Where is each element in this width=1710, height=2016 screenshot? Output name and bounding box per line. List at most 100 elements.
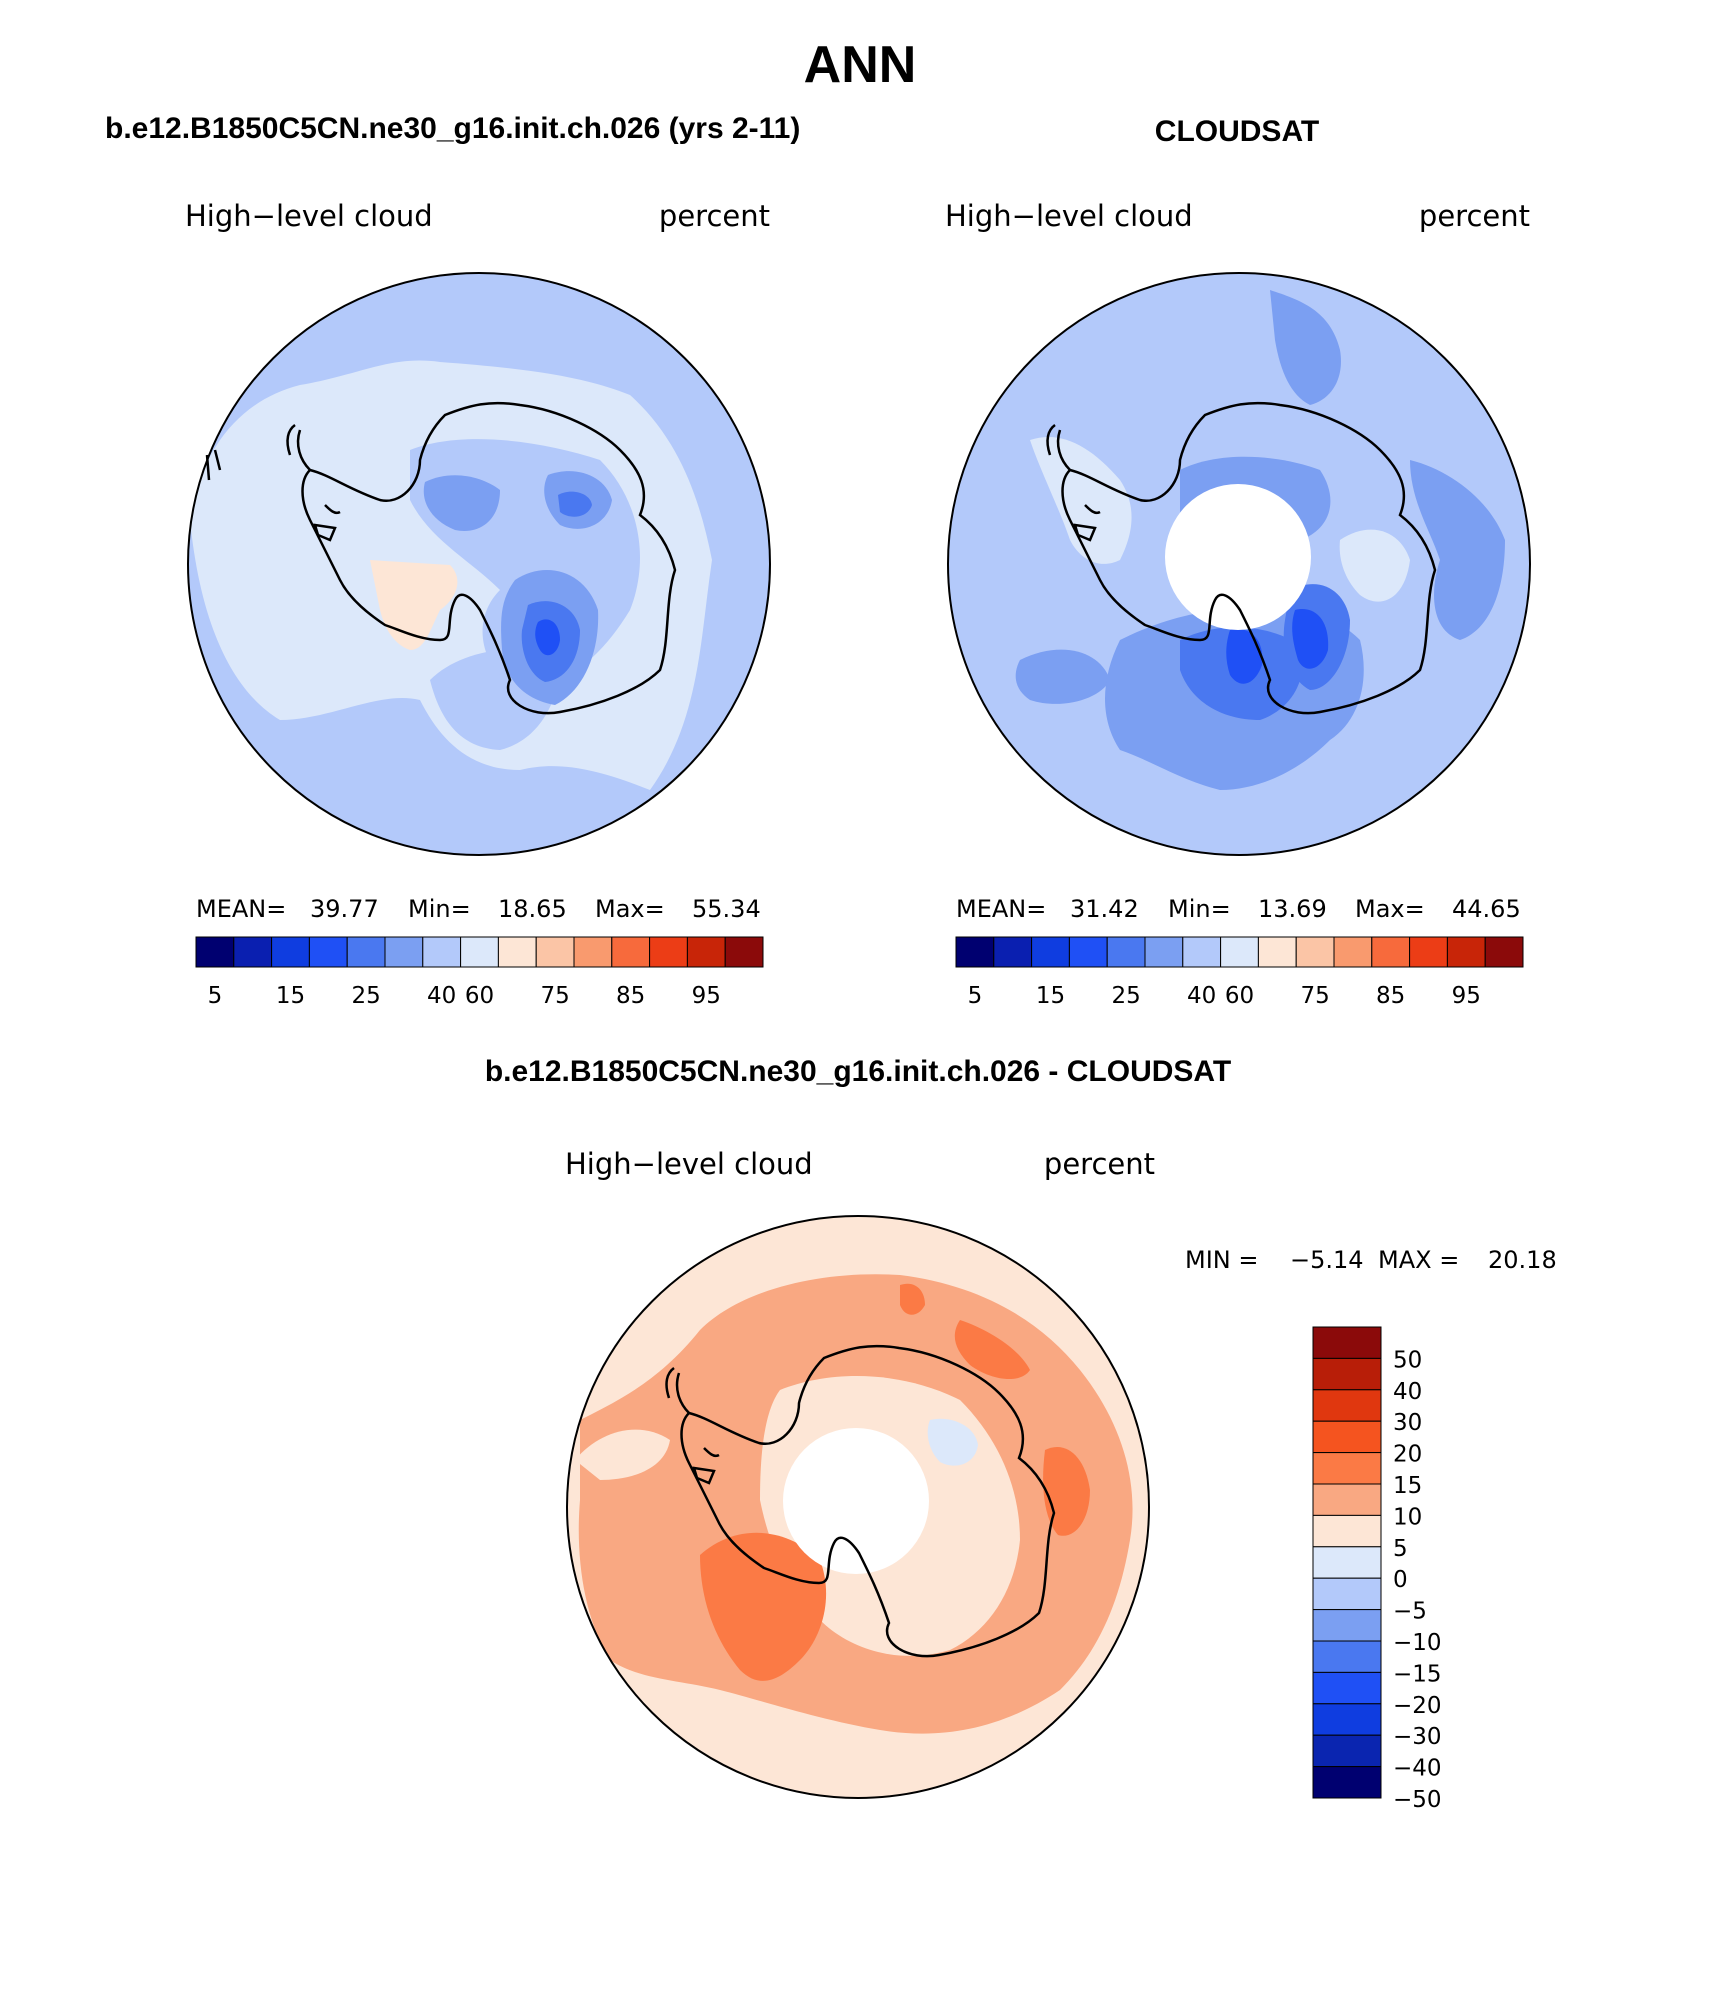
model-zone-25 [423, 475, 500, 531]
model-colorbar-swatch [195, 936, 235, 968]
diff-colorbar-tick-label: −15 [1393, 1661, 1442, 1687]
diff-min-label: MIN = [1185, 1246, 1258, 1274]
diff-colorbar-tick-label: 40 [1393, 1379, 1422, 1405]
diff-zone-15d [900, 1283, 925, 1315]
model-units-label: percent [659, 199, 770, 233]
model-case-label: b.e12.B1850C5CN.ne30_g16.init.ch.026 (yr… [105, 112, 800, 145]
obs-missing-pole [1165, 484, 1311, 630]
model-colorbar-swatch [422, 936, 462, 968]
model-colorbar-swatch [573, 936, 613, 968]
obs-min-value: 13.69 [1258, 895, 1327, 923]
model-coastline [205, 401, 677, 715]
model-max-label: Max= [595, 895, 665, 923]
obs-case-label: CLOUDSAT [1155, 115, 1319, 148]
obs-colorbar-swatch [1182, 936, 1222, 968]
obs-panel: High−level cloud percent MEAN= 31.42 Min… [945, 199, 1531, 1009]
obs-min-label: Min= [1168, 895, 1231, 923]
model-colorbar-swatch [724, 936, 764, 968]
diff-colorbar-swatch [1312, 1766, 1382, 1799]
diff-colorbar-tick-label: −10 [1393, 1630, 1442, 1656]
obs-max-value: 44.65 [1452, 895, 1521, 923]
diff-colorbar-swatch [1312, 1514, 1382, 1548]
obs-colorbar-swatch [1409, 936, 1448, 968]
model-colorbar-tick-label: 85 [616, 983, 645, 1009]
diff-colorbar-swatch [1312, 1483, 1382, 1516]
obs-colorbar-swatch [1031, 936, 1070, 968]
model-colorbar-swatch [460, 936, 499, 968]
diff-colorbar-swatch [1312, 1420, 1382, 1454]
diff-panel: High−level cloud percent MIN = −5.14 MAX… [565, 1147, 1557, 1813]
model-variable-label: High−level cloud [185, 199, 433, 233]
diff-colorbar-swatch [1312, 1326, 1382, 1359]
page-title: ANN [804, 36, 917, 94]
obs-colorbar-tick-label: 5 [968, 983, 983, 1009]
obs-colorbar-tick-label: 75 [1300, 983, 1329, 1009]
diff-colorbar-tick-label: 15 [1393, 1473, 1422, 1499]
diff-colorbar-tick-label: 0 [1393, 1567, 1408, 1593]
diff-colorbar-tick-label: 10 [1393, 1504, 1422, 1530]
diff-colorbar-swatch [1312, 1546, 1382, 1579]
model-colorbar-tick-label: 25 [351, 983, 380, 1009]
diff-colorbar-swatch [1312, 1609, 1382, 1642]
model-colorbar-swatch [233, 936, 273, 968]
obs-colorbar-tick-label: 25 [1111, 983, 1140, 1009]
obs-colorbar-swatch [1068, 936, 1108, 968]
model-colorbar-tick-label: 95 [692, 983, 721, 1009]
obs-mean-value: 31.42 [1070, 895, 1139, 923]
obs-colorbar-swatch [1295, 936, 1335, 968]
obs-units-label: percent [1419, 199, 1530, 233]
diff-colorbar-swatch [1312, 1452, 1382, 1485]
diff-colorbar-swatch [1312, 1389, 1382, 1422]
diff-colorbar-tick-label: −5 [1393, 1599, 1427, 1625]
obs-variable-label: High−level cloud [945, 199, 1193, 233]
model-colorbar-swatch [649, 936, 688, 968]
diff-colorbar-tick-label: 5 [1393, 1536, 1408, 1562]
model-colorbar-swatch [384, 936, 424, 968]
obs-colorbar-tick-label: 85 [1376, 983, 1405, 1009]
obs-light-patch [1030, 436, 1132, 564]
diff-colorbar-swatch [1312, 1577, 1382, 1611]
model-zone-20b [558, 491, 592, 517]
diff-coastline [665, 1344, 1056, 1658]
obs-zone-15b [1292, 609, 1329, 669]
model-colorbar-tick-label: 5 [208, 983, 223, 1009]
diff-colorbar-tick-label: −50 [1393, 1787, 1442, 1813]
model-min-label: Min= [408, 895, 471, 923]
obs-mean-label: MEAN= [956, 895, 1046, 923]
diff-max-value: 20.18 [1488, 1246, 1557, 1274]
obs-colorbar: 5 15 25 40 60 75 85 95 [955, 936, 1524, 1009]
obs-colorbar-swatch [1333, 936, 1373, 968]
diff-colorbar-tick-label: 30 [1393, 1410, 1422, 1436]
obs-zone-25c [1015, 649, 1110, 704]
model-colorbar-swatch [497, 936, 537, 968]
diff-colorbar-tick-label: 50 [1393, 1347, 1422, 1373]
model-colorbar-tick-label: 15 [276, 983, 305, 1009]
obs-zone-15 [1226, 629, 1263, 684]
diff-colorbar-swatch [1312, 1734, 1382, 1768]
obs-colorbar-swatch [1484, 936, 1524, 968]
obs-colorbar-tick-label: 15 [1036, 983, 1065, 1009]
model-min-value: 18.65 [498, 895, 567, 923]
diff-variable-label: High−level cloud [565, 1147, 813, 1181]
obs-zone-25a [1270, 290, 1341, 405]
obs-coastline [1046, 401, 1437, 715]
obs-colorbar-swatch [955, 936, 995, 968]
obs-colorbar-swatch [1106, 936, 1146, 968]
diff-zone-15a [700, 1532, 827, 1681]
model-colorbar-tick-label: 75 [540, 983, 569, 1009]
diff-negative-zone [927, 1418, 978, 1466]
obs-colorbar-swatch [1371, 936, 1411, 968]
obs-colorbar-tick-label: 40 [1187, 983, 1216, 1009]
model-mean-label: MEAN= [196, 895, 286, 923]
diff-colorbar-tick-label: −40 [1393, 1756, 1442, 1782]
model-colorbar: 5 15 25 40 60 75 85 95 [195, 936, 764, 1009]
model-mean-value: 39.77 [310, 895, 379, 923]
diff-map-border [566, 1215, 1150, 1799]
model-zone-15 [535, 619, 560, 656]
model-colorbar-swatch [346, 936, 386, 968]
obs-colorbar-tick-label: 60 [1225, 983, 1254, 1009]
model-colorbar-swatch [271, 936, 310, 968]
diff-colorbar-tick-label: 20 [1393, 1442, 1422, 1468]
model-map [188, 273, 770, 855]
